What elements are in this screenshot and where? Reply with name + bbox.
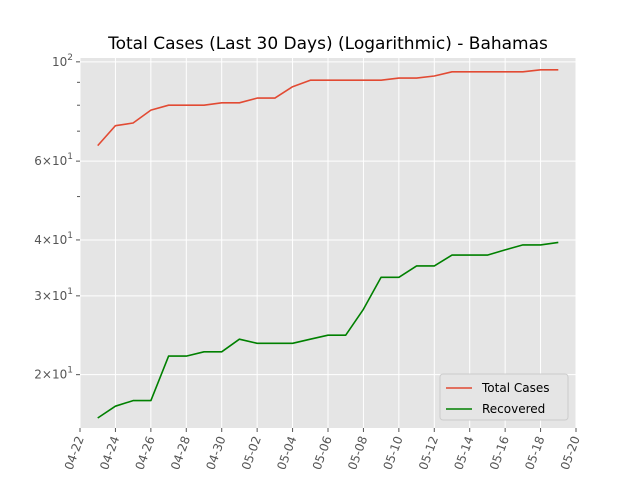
x-tick-label: 04-30 [203,434,228,472]
legend-label: Recovered [482,402,545,416]
x-axis-ticks: 04-22 04-24 04-26 04-28 04-30 05-02 05-04 05-06… [62,428,583,472]
x-tick-label: 05-18 [522,434,547,472]
x-tick-label: 04-28 [168,434,193,472]
x-tick-label: 04-22 [62,434,87,472]
x-tick-label: 05-14 [451,434,476,472]
x-tick-label: 05-16 [487,434,512,472]
grid-lines [79,58,577,428]
x-tick-label: 05-10 [381,434,406,472]
x-tick-label: 05-20 [558,434,583,472]
chart-title: Total Cases (Last 30 Days) (Logarithmic)… [107,34,548,54]
x-tick-label: 05-04 [274,434,299,472]
y-axis-ticks: 2×101 3×101 4×101 6×101 102 [34,53,80,382]
x-tick-label: 04-26 [133,434,158,472]
y-tick-label: 3×101 [34,287,73,303]
x-tick-label: 05-06 [310,434,335,472]
x-tick-label: 05-12 [416,434,441,472]
x-tick-label: 05-08 [345,434,370,472]
y-tick-label: 6×101 [34,152,73,168]
x-tick-label: 05-02 [239,434,264,472]
y-tick-label: 2×101 [34,366,73,382]
y-tick-label: 4×101 [34,231,73,247]
x-tick-label: 04-24 [97,434,122,472]
y-tick-label: 102 [52,53,73,69]
legend: Total Cases Recovered [439,373,569,421]
series-line-recovered [97,241,559,419]
series-lines [97,69,559,419]
legend-label: Total Cases [481,381,549,395]
series-line-total-cases [97,69,559,147]
